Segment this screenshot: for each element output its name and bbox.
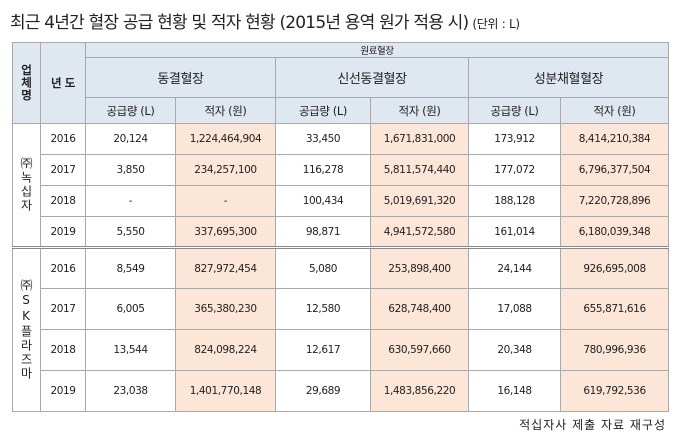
data-row: 2017 6,005 365,380,230 12,580 628,748,400 17,…: [13, 288, 670, 330]
year: 2019: [40, 370, 86, 412]
deficit: 365,380,230: [175, 288, 276, 330]
deficit: 234,257,100: [175, 154, 276, 186]
deficit: 337,695,300: [175, 216, 276, 248]
supply: 177,072: [468, 154, 561, 186]
data-row: 2018 13,544 824,098,224 12,617 630,597,660 20…: [13, 329, 670, 371]
supply: 98,871: [275, 216, 371, 248]
supply: 5,550: [85, 216, 176, 248]
deficit: 628,748,400: [370, 288, 469, 330]
data-row: 2017 3,850 234,257,100 116,278 5,811,574,440…: [13, 154, 670, 186]
source-note: 적십자사 제출 자료 재구성: [519, 418, 666, 432]
supply: 29,689: [275, 370, 371, 412]
year: 2017: [40, 154, 86, 186]
supply: 3,850: [85, 154, 176, 186]
supply: 13,544: [85, 329, 176, 371]
supply-header: 공급량 (L): [468, 97, 561, 124]
deficit: 6,796,377,504: [559, 154, 670, 186]
header-row: 공급량 (L) 적자 (원) 공급량 (L) 적자 (원) 공급량 (L) 적자 (원): [13, 97, 670, 124]
deficit: 5,019,691,320: [370, 185, 469, 217]
unit: (단위 : L): [472, 17, 520, 31]
data-row: ㈜녹십자 2016 20,124 1,224,464,904 33,450 1,671,8…: [12, 123, 670, 248]
supply: 188,128: [468, 185, 561, 217]
year: 2016: [40, 123, 86, 155]
deficit: 1,401,770,148: [175, 370, 276, 412]
supply: 20,124: [85, 123, 176, 155]
company-name: ㈜녹십자: [12, 123, 41, 248]
header-row: 동결혈장 신선동결혈장 성분채혈혈장: [13, 57, 670, 98]
supply: 116,278: [275, 154, 371, 186]
company-name: ㈜SK플라즈마: [12, 246, 41, 412]
deficit: 1,224,464,904: [175, 123, 276, 155]
data-table: 업체명 년 도 원료혈장 동결혈장 신선동결혈장 성분채혈혈장 공급량 (L) 적자 (원) 공…: [12, 42, 670, 412]
supply: 12,580: [275, 288, 371, 330]
supply: 8,549: [85, 246, 176, 289]
deficit: 1,483,856,220: [370, 370, 469, 412]
supply-header: 공급량 (L): [85, 97, 176, 124]
title: 최근 4년간 혈장 공급 현황 및 적자 현황 (2015년 용역 원가 적용 …: [10, 8, 520, 33]
header-row: 업체명 년 도 원료혈장: [12, 42, 670, 124]
deficit: 6,180,039,348: [559, 216, 670, 248]
year: 2016: [40, 246, 86, 289]
supply: 24,144: [468, 246, 561, 289]
deficit: 5,811,574,440: [370, 154, 469, 186]
data-row: ㈜SK플라즈마 2016 8,549 827,972,454 5,080 253,898,…: [12, 246, 670, 412]
supply: 20,348: [468, 329, 561, 371]
table-body: ㈜녹십자 2016 20,124 1,224,464,904 33,450 1,671,8…: [12, 123, 670, 412]
data-row: 2018- -100,434 5,019,691,320 188,128 7,220,7…: [13, 185, 670, 217]
data-row: 2019 5,550 337,695,300 98,871 4,941,572,580 1…: [13, 216, 670, 248]
supply: 5,080: [275, 246, 371, 289]
year-header: 년 도: [40, 42, 86, 124]
year: 2019: [40, 216, 86, 248]
deficit: 8,414,210,384: [559, 123, 670, 155]
supply: -: [85, 185, 176, 217]
deficit: 824,098,224: [175, 329, 276, 371]
deficit: 630,597,660: [370, 329, 469, 371]
deficit: 7,220,728,896: [559, 185, 670, 217]
supply: 161,014: [468, 216, 561, 248]
group-header: 신선동결혈장: [275, 57, 469, 98]
table-head: 업체명 년 도 원료혈장 동결혈장 신선동결혈장 성분채혈혈장 공급량 (L) 적자 (원) 공…: [12, 42, 670, 124]
data-row: 2019 23,038 1,401,770,148 29,689 1,483,856,2…: [13, 370, 670, 412]
company-header: 업체명: [12, 42, 41, 124]
deficit: 827,972,454: [175, 246, 276, 289]
deficit-header: 적자 (원): [370, 97, 469, 124]
deficit: 780,996,936: [559, 329, 670, 371]
supply-header: 공급량 (L): [275, 97, 371, 124]
deficit: 4,941,572,580: [370, 216, 469, 248]
supply: 100,434: [275, 185, 371, 217]
deficit: 253,898,400: [370, 246, 469, 289]
year: 2017: [40, 288, 86, 330]
year: 2018: [40, 185, 86, 217]
deficit: 926,695,008: [559, 246, 670, 289]
deficit: 619,792,536: [559, 370, 670, 412]
supply: 173,912: [468, 123, 561, 155]
group-header: 동결혈장: [85, 57, 276, 98]
supply: 12,617: [275, 329, 371, 371]
supply: 33,450: [275, 123, 371, 155]
supply: 23,038: [85, 370, 176, 412]
deficit: 655,871,616: [559, 288, 670, 330]
year: 2018: [40, 329, 86, 371]
deficit-header: 적자 (원): [559, 97, 670, 124]
deficit: -: [175, 185, 276, 217]
supply: 17,088: [468, 288, 561, 330]
deficit: 1,671,831,000: [370, 123, 469, 155]
title-text: 최근 4년간 혈장 공급 현황 및 적자 현황 (2015년 용역 원가 적용 …: [10, 13, 469, 33]
supply: 6,005: [85, 288, 176, 330]
supply: 16,148: [468, 370, 561, 412]
deficit-header: 적자 (원): [175, 97, 276, 124]
top-header: 원료혈장: [84, 42, 670, 58]
group-header: 성분채혈혈장: [467, 57, 670, 98]
